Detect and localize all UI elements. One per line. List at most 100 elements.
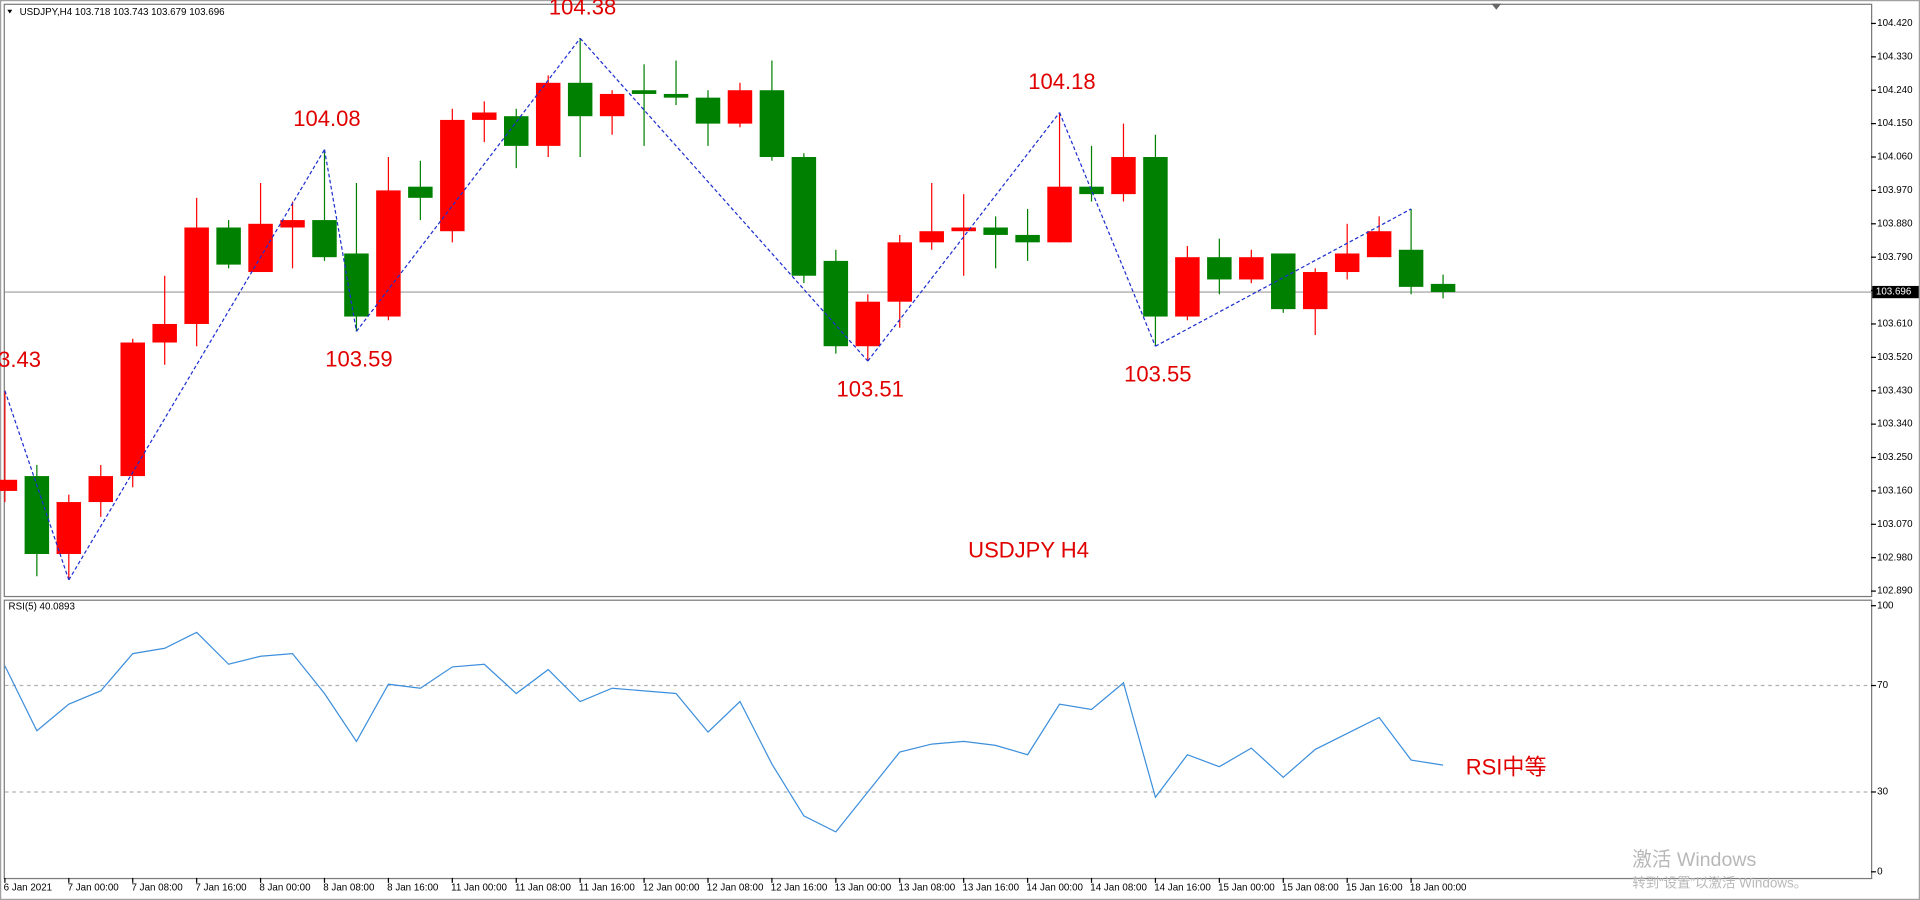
x-tick-label: 14 Jan 08:00: [1090, 882, 1147, 893]
candle-body: [216, 227, 241, 265]
candle-body: [631, 90, 657, 94]
candle-body: [887, 242, 912, 302]
x-tick-label: 15 Jan 16:00: [1346, 882, 1403, 893]
candle-body: [280, 220, 305, 228]
candle-body: [567, 82, 593, 117]
candle-body: [472, 112, 497, 120]
y-tick-label: 103.340: [1877, 419, 1913, 430]
shift-marker: [1491, 3, 1502, 10]
x-tick-label: 8 Jan 00:00: [259, 882, 311, 893]
candle-body: [1398, 249, 1424, 287]
candle-body: [120, 342, 145, 477]
zigzag-label: 104.38: [549, 0, 616, 20]
zigzag-label: 104.18: [1028, 69, 1095, 94]
y-tick-label: 103.610: [1877, 319, 1913, 330]
y-tick-label: 103.250: [1877, 452, 1913, 463]
y-tick-label: 104.240: [1877, 85, 1913, 96]
y-tick-label: 103.880: [1877, 218, 1913, 229]
y-tick-label: 0: [1877, 866, 1883, 877]
candle-body: [1334, 253, 1360, 273]
watermark-title: 激活 Windows: [1632, 849, 1756, 871]
candle-body: [1015, 234, 1040, 243]
candle-body: [1175, 257, 1200, 317]
x-tick-label: 15 Jan 08:00: [1282, 882, 1339, 893]
y-tick-label: 30: [1877, 787, 1888, 798]
candle-body: [184, 227, 209, 324]
rsi-line: [4, 631, 1444, 833]
candle-body: [312, 220, 337, 258]
candle-body: [759, 90, 785, 158]
candle-body: [88, 476, 114, 503]
zigzag-label: 103.51: [837, 376, 904, 401]
zigzag-segment: [355, 37, 581, 332]
x-tick-label: 15 Jan 00:00: [1218, 882, 1275, 893]
zigzag-segment: [323, 149, 358, 332]
y-tick-label: 102.980: [1877, 552, 1913, 563]
x-tick-label: 11 Jan 08:00: [515, 882, 571, 893]
x-tick-label: 14 Jan 00:00: [1026, 882, 1083, 893]
current-price-label: 103.696: [1876, 287, 1912, 298]
candle-body: [1239, 257, 1264, 280]
zigzag-segment: [4, 390, 70, 581]
x-tick-label: 8 Jan 08:00: [323, 882, 375, 893]
zigzag-segment: [68, 149, 326, 581]
zigzag-label: 103.55: [1124, 361, 1191, 386]
x-tick-label: 11 Jan 16:00: [579, 882, 635, 893]
y-tick-label: 104.060: [1877, 152, 1913, 163]
zigzag-segment: [867, 112, 1061, 362]
x-tick-label: 12 Jan 08:00: [707, 882, 764, 893]
y-tick-label: 103.160: [1877, 486, 1913, 497]
candle-body: [0, 479, 18, 491]
y-tick-label: 103.790: [1877, 252, 1913, 263]
candle-body: [504, 116, 529, 146]
zigzag-segment: [1155, 208, 1412, 347]
candle-body: [791, 157, 817, 276]
candle-body: [919, 231, 944, 243]
candle-body: [1271, 253, 1296, 310]
zigzag-segment: [1058, 112, 1156, 347]
candle-body: [1366, 231, 1392, 258]
x-tick-label: 13 Jan 00:00: [835, 882, 892, 893]
candle-body: [248, 223, 273, 273]
candle-body: [1207, 257, 1232, 280]
chart-annotation: USDJPY H4: [968, 538, 1089, 563]
current-price-box: [1872, 285, 1919, 299]
y-tick-label: 70: [1877, 680, 1888, 691]
x-tick-label: 7 Jan 08:00: [132, 882, 184, 893]
y-tick-label: 104.150: [1877, 118, 1913, 129]
candle-body: [56, 502, 82, 554]
y-tick-label: 100: [1877, 600, 1894, 611]
x-tick-label: 6 Jan 2021: [4, 882, 52, 893]
candle-body: [823, 260, 849, 347]
price-header: USDJPY,H4 103.718 103.743 103.679 103.69…: [20, 7, 226, 18]
candle-body: [535, 82, 561, 146]
y-tick-label: 103.430: [1877, 385, 1913, 396]
x-tick-label: 12 Jan 16:00: [771, 882, 828, 893]
candle-body: [1079, 186, 1104, 195]
candle-body: [1143, 157, 1168, 317]
x-tick-label: 14 Jan 16:00: [1154, 882, 1211, 893]
y-tick-label: 103.070: [1877, 519, 1913, 530]
x-tick-label: 13 Jan 16:00: [962, 882, 1019, 893]
candle-body: [951, 227, 976, 232]
candle-body: [1047, 186, 1072, 243]
y-tick-label: 103.520: [1877, 352, 1913, 363]
x-tick-label: 7 Jan 00:00: [68, 882, 120, 893]
candle-body: [1430, 283, 1456, 293]
x-tick-label: 8 Jan 16:00: [387, 882, 439, 893]
x-tick-label: 13 Jan 08:00: [899, 882, 956, 893]
zigzag-label: 103.59: [325, 347, 392, 372]
y-tick-label: 102.890: [1877, 586, 1913, 597]
candle-body: [152, 323, 177, 343]
rsi-header: RSI(5) 40.0893: [9, 602, 76, 613]
price-panel: [3, 3, 1873, 598]
header-marker: [7, 9, 13, 14]
candle-body: [663, 93, 689, 98]
candle-body: [24, 476, 50, 554]
candle-body: [1111, 157, 1136, 195]
zigzag-label: 104.08: [293, 106, 360, 131]
candle-body: [376, 190, 401, 317]
